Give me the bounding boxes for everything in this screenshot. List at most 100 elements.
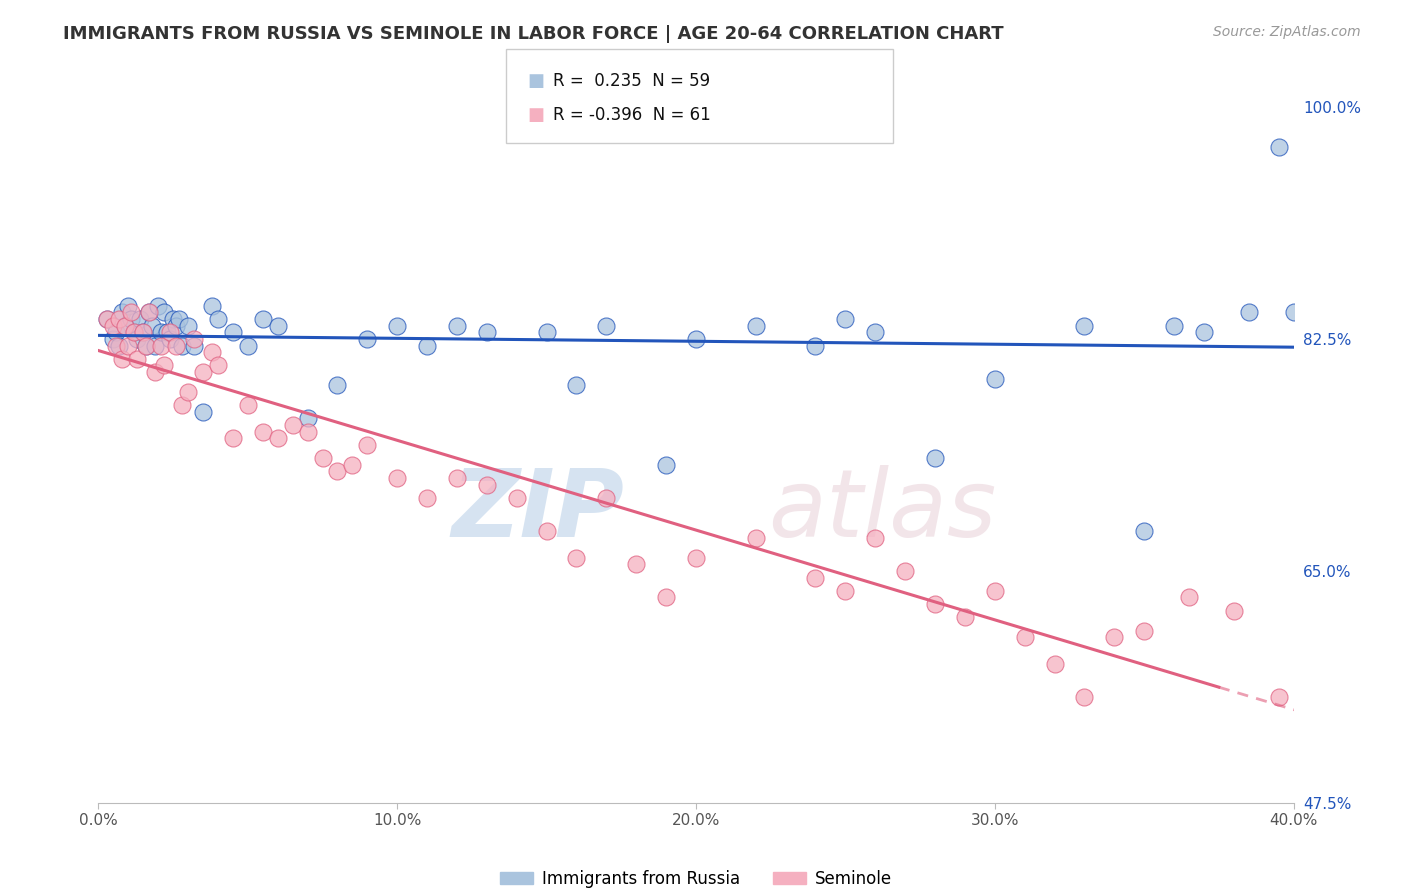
- Point: [236, 338, 259, 352]
- Point: [416, 491, 439, 505]
- Point: [135, 338, 157, 352]
- Point: [1133, 624, 1156, 638]
- Point: [865, 531, 887, 545]
- Point: [111, 305, 134, 319]
- Point: [148, 299, 170, 313]
- Point: [105, 338, 128, 352]
- Point: [191, 405, 214, 419]
- Point: [1043, 657, 1066, 671]
- Point: [326, 465, 349, 479]
- Point: [1178, 591, 1201, 605]
- Point: [385, 471, 409, 485]
- Point: [267, 431, 290, 445]
- Point: [105, 326, 128, 340]
- Point: [153, 359, 176, 373]
- Point: [165, 338, 187, 352]
- Point: [297, 425, 319, 439]
- Point: [129, 312, 152, 326]
- Point: [267, 318, 290, 333]
- Point: [177, 384, 200, 399]
- Point: [1073, 318, 1095, 333]
- Text: IMMIGRANTS FROM RUSSIA VS SEMINOLE IN LABOR FORCE | AGE 20-64 CORRELATION CHART: IMMIGRANTS FROM RUSSIA VS SEMINOLE IN LA…: [63, 25, 1004, 43]
- Point: [222, 326, 245, 340]
- Point: [1267, 140, 1289, 154]
- Point: [172, 338, 194, 352]
- Point: [326, 378, 349, 392]
- Text: ■: ■: [527, 71, 544, 89]
- Point: [172, 398, 194, 412]
- Point: [138, 305, 160, 319]
- Point: [1133, 524, 1156, 538]
- Point: [1192, 326, 1215, 340]
- Point: [150, 338, 173, 352]
- Point: [103, 318, 125, 333]
- Point: [626, 558, 648, 572]
- Point: [236, 398, 259, 412]
- Point: [156, 326, 179, 340]
- Point: [475, 326, 498, 340]
- Point: [416, 338, 439, 352]
- Point: [159, 326, 181, 340]
- Point: [356, 332, 378, 346]
- Point: [506, 491, 529, 505]
- Point: [311, 451, 333, 466]
- Point: [127, 332, 149, 346]
- Point: [96, 312, 118, 326]
- Point: [124, 326, 146, 340]
- Point: [201, 345, 224, 359]
- Point: [222, 431, 245, 445]
- Text: R = -0.396  N = 61: R = -0.396 N = 61: [553, 105, 710, 123]
- Legend: Immigrants from Russia, Seminole: Immigrants from Russia, Seminole: [494, 863, 898, 892]
- Point: [1073, 690, 1095, 704]
- Point: [117, 338, 139, 352]
- Point: [177, 318, 200, 333]
- Point: [984, 583, 1007, 598]
- Point: [159, 332, 181, 346]
- Point: [385, 318, 409, 333]
- Point: [201, 299, 224, 313]
- Point: [1163, 318, 1185, 333]
- Point: [183, 332, 205, 346]
- Point: [834, 583, 856, 598]
- Point: [252, 425, 274, 439]
- Point: [595, 491, 617, 505]
- Point: [655, 458, 678, 472]
- Point: [685, 550, 707, 565]
- Point: [865, 326, 887, 340]
- Text: ■: ■: [527, 105, 544, 123]
- Point: [153, 305, 176, 319]
- Point: [127, 351, 149, 366]
- Point: [124, 326, 146, 340]
- Point: [655, 591, 678, 605]
- Point: [834, 312, 856, 326]
- Point: [984, 372, 1007, 386]
- Point: [446, 471, 468, 485]
- Point: [191, 365, 214, 379]
- Point: [103, 332, 125, 346]
- Point: [252, 312, 274, 326]
- Point: [536, 326, 558, 340]
- Point: [117, 299, 139, 313]
- Point: [924, 451, 946, 466]
- Point: [894, 564, 917, 578]
- Point: [132, 326, 155, 340]
- Point: [143, 365, 166, 379]
- Text: atlas: atlas: [768, 465, 995, 556]
- Point: [138, 305, 160, 319]
- Point: [143, 338, 166, 352]
- Point: [342, 458, 364, 472]
- Point: [207, 359, 229, 373]
- Point: [804, 338, 827, 352]
- Text: R =  0.235  N = 59: R = 0.235 N = 59: [553, 71, 710, 89]
- Point: [183, 338, 205, 352]
- Point: [953, 610, 976, 624]
- Point: [565, 378, 588, 392]
- Point: [536, 524, 558, 538]
- Point: [108, 312, 131, 326]
- Point: [120, 305, 142, 319]
- Point: [1014, 630, 1036, 644]
- Point: [111, 351, 134, 366]
- Point: [120, 312, 142, 326]
- Text: ZIP: ZIP: [451, 465, 624, 557]
- Point: [207, 312, 229, 326]
